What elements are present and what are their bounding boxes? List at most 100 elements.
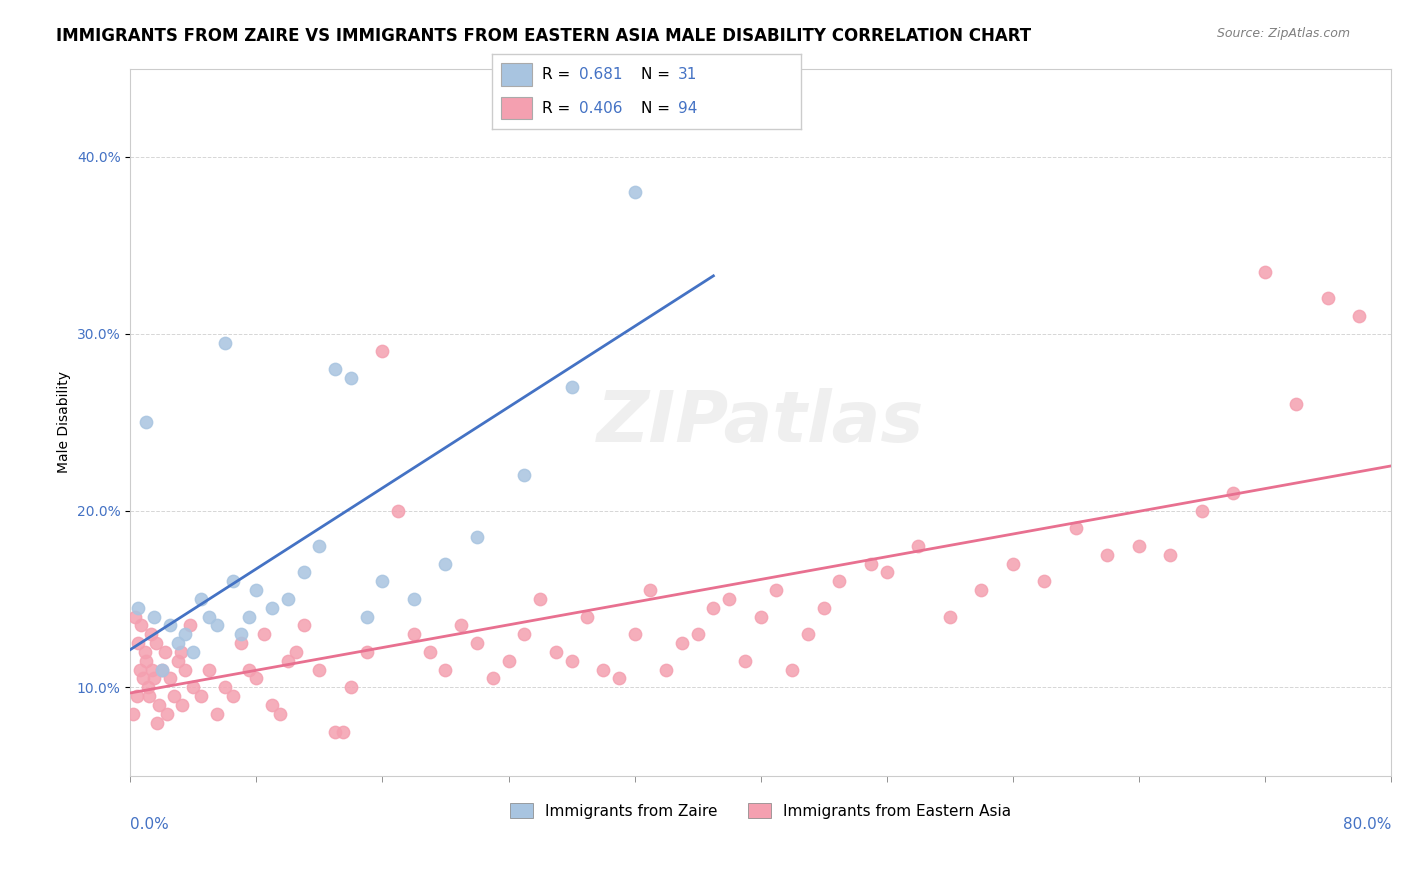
Point [128, 663, 150, 677]
Text: 0.0%: 0.0% [131, 817, 169, 832]
Point [332, 724, 354, 739]
Point [419, 645, 441, 659]
Point [229, 636, 252, 650]
Point [143, 609, 166, 624]
Point [174, 627, 197, 641]
Point [655, 663, 678, 677]
Point [253, 627, 276, 641]
Point [1097, 548, 1119, 562]
Point [402, 627, 425, 641]
Point [623, 627, 645, 641]
Point [907, 539, 929, 553]
Point [125, 689, 148, 703]
Point [183, 681, 205, 695]
Point [1348, 309, 1371, 323]
Text: R =: R = [541, 67, 575, 82]
Point [465, 636, 488, 650]
Point [269, 706, 291, 721]
Point [277, 591, 299, 606]
Point [780, 663, 803, 677]
Point [1222, 486, 1244, 500]
Point [371, 344, 394, 359]
Point [159, 672, 181, 686]
Point [190, 689, 212, 703]
Point [155, 706, 177, 721]
Point [150, 663, 173, 677]
Point [765, 583, 787, 598]
Point [166, 654, 188, 668]
Point [1033, 574, 1056, 589]
Point [143, 672, 166, 686]
Point [135, 415, 157, 429]
Point [576, 609, 599, 624]
Point [292, 566, 315, 580]
Point [1316, 291, 1339, 305]
Text: 0.406: 0.406 [579, 101, 623, 116]
Point [734, 654, 756, 668]
Text: R =: R = [541, 101, 575, 116]
Point [190, 591, 212, 606]
Point [170, 645, 193, 659]
Point [145, 636, 167, 650]
Text: 0.681: 0.681 [579, 67, 623, 82]
Point [135, 654, 157, 668]
Text: 31: 31 [678, 67, 697, 82]
Point [686, 627, 709, 641]
Point [340, 681, 363, 695]
Point [124, 609, 146, 624]
Point [122, 706, 145, 721]
Point [262, 698, 284, 712]
Point [513, 627, 536, 641]
Point [640, 583, 662, 598]
Point [141, 663, 163, 677]
Point [702, 600, 724, 615]
Legend: Immigrants from Zaire, Immigrants from Eastern Asia: Immigrants from Zaire, Immigrants from E… [503, 797, 1018, 825]
Point [671, 114, 693, 128]
Point [205, 706, 228, 721]
Point [245, 672, 267, 686]
Point [222, 689, 245, 703]
Text: 80.0%: 80.0% [1343, 817, 1391, 832]
Point [172, 698, 194, 712]
Point [148, 698, 170, 712]
Point [138, 689, 160, 703]
Point [166, 636, 188, 650]
Text: N =: N = [641, 67, 675, 82]
Point [387, 503, 409, 517]
FancyBboxPatch shape [502, 96, 533, 120]
Point [1128, 539, 1150, 553]
Point [198, 663, 221, 677]
Point [159, 618, 181, 632]
Point [561, 380, 583, 394]
Point [163, 689, 186, 703]
Point [340, 371, 363, 385]
Point [198, 609, 221, 624]
Point [1001, 557, 1024, 571]
Point [671, 636, 693, 650]
Point [323, 724, 346, 739]
Point [465, 530, 488, 544]
Point [749, 609, 772, 624]
Point [1191, 503, 1213, 517]
Point [828, 574, 851, 589]
Point [434, 663, 457, 677]
Point [1285, 397, 1308, 411]
Point [229, 627, 252, 641]
Point [718, 591, 741, 606]
Point [450, 618, 472, 632]
Point [859, 557, 882, 571]
Point [139, 627, 162, 641]
Point [308, 539, 330, 553]
Point [174, 663, 197, 677]
Point [222, 574, 245, 589]
Text: ZIPatlas: ZIPatlas [598, 388, 924, 457]
Point [434, 557, 457, 571]
Point [146, 715, 169, 730]
Point [132, 672, 155, 686]
Point [308, 663, 330, 677]
Point [136, 681, 159, 695]
Point [513, 468, 536, 483]
Text: IMMIGRANTS FROM ZAIRE VS IMMIGRANTS FROM EASTERN ASIA MALE DISABILITY CORRELATIO: IMMIGRANTS FROM ZAIRE VS IMMIGRANTS FROM… [56, 27, 1032, 45]
Point [356, 645, 378, 659]
Text: 94: 94 [678, 101, 697, 116]
